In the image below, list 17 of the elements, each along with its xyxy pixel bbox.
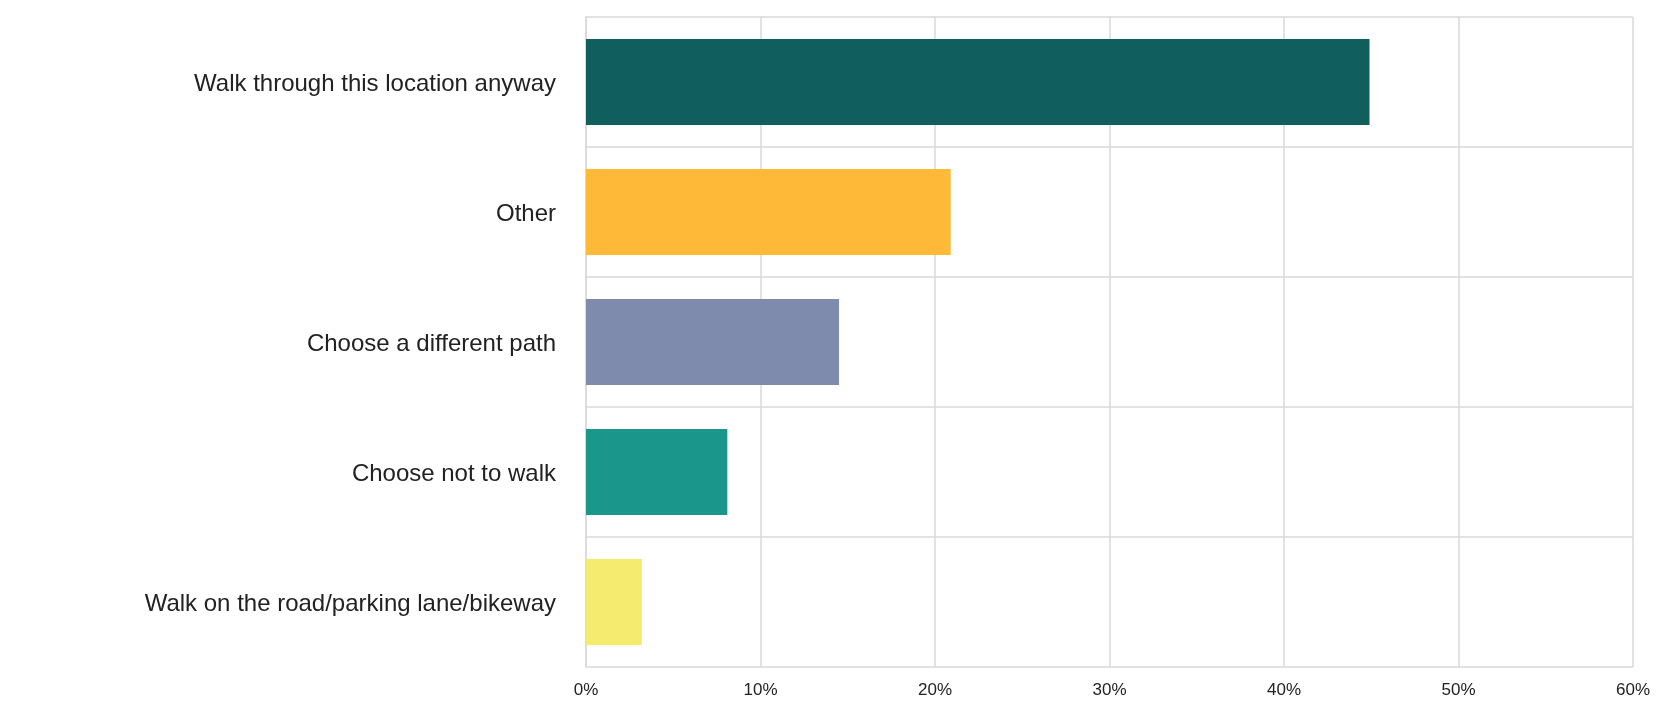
x-tick-label: 50% bbox=[1441, 680, 1476, 699]
y-tick-label: Walk on the road/parking lane/bikeway bbox=[144, 588, 556, 616]
x-tick-label: 0% bbox=[573, 680, 599, 699]
bar bbox=[586, 169, 951, 255]
x-tick-label: 60% bbox=[1615, 680, 1651, 699]
y-tick-label: Walk through this location anyway bbox=[194, 68, 556, 96]
x-tick-label: 40% bbox=[1266, 680, 1302, 699]
bar bbox=[586, 39, 1370, 125]
y-tick-label: Choose a different path bbox=[306, 328, 556, 356]
y-tick-label: Other bbox=[495, 198, 556, 226]
x-tick-label: 10% bbox=[743, 680, 778, 699]
x-tick-label: 20% bbox=[917, 680, 953, 699]
y-tick-label: Choose not to walk bbox=[351, 458, 557, 486]
bar bbox=[586, 559, 642, 645]
bar bbox=[586, 299, 840, 385]
x-tick-label: 30% bbox=[1092, 680, 1127, 699]
bar bbox=[586, 429, 728, 515]
